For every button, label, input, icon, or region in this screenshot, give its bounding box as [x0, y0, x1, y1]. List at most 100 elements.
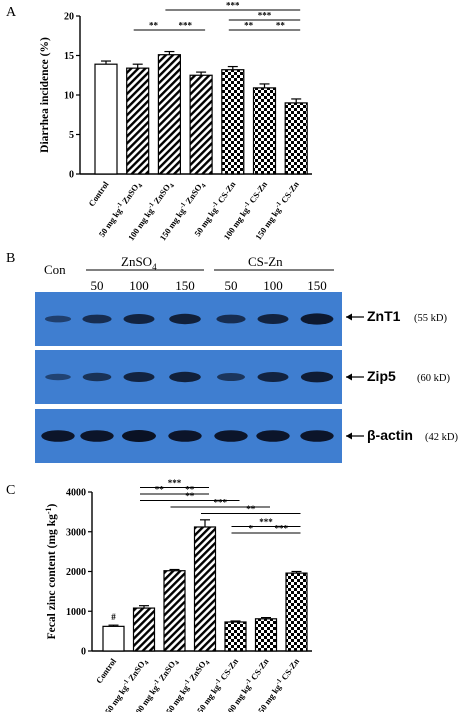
category-label-sub: 4	[204, 659, 212, 666]
blot-band	[80, 430, 114, 442]
category-label-sup: -1	[274, 678, 283, 686]
y-tick-label: 10	[64, 91, 74, 102]
y-tick-label: 0	[69, 170, 74, 181]
panel-c-letter: C	[6, 483, 15, 498]
category-label-main: 150 mg kg	[157, 205, 187, 242]
category-label-sup: -1	[121, 678, 130, 686]
bar-6	[285, 572, 308, 652]
significance-label: ***	[258, 11, 272, 21]
category-label-sup: -1	[274, 201, 283, 209]
blot-band	[44, 315, 72, 323]
y-tick-label: 2000	[66, 567, 86, 578]
blot-band	[257, 314, 289, 324]
category-label: Control	[94, 656, 119, 685]
category-label-sup: -1	[182, 678, 191, 686]
blot-group-cszn: CS-Zn	[248, 254, 283, 269]
blot-band	[300, 371, 334, 383]
blot-arrow-head	[346, 432, 352, 440]
y-tick-label: 4000	[66, 488, 86, 499]
category-label-sub: 4	[137, 182, 145, 189]
blot-band	[214, 430, 248, 442]
bar-6	[284, 102, 308, 175]
blot-kd-label: (60 kD)	[417, 373, 450, 384]
y-tick-label: 20	[64, 12, 74, 23]
y-axis-label: Fecal zinc content (mg kg-1)	[44, 503, 58, 639]
blot-band	[45, 373, 71, 381]
bar-4	[221, 69, 245, 175]
bar-2	[163, 570, 186, 652]
category-label-sub: 4	[143, 659, 151, 666]
y-tick-label: 3000	[66, 527, 86, 538]
category-label-main: 150 mg kg	[253, 205, 283, 242]
bar-3	[193, 526, 217, 652]
blot-band	[123, 314, 155, 324]
blot-dose-labels: 50 100 150 50 100 150	[91, 278, 327, 293]
blot-con-label: Con	[44, 262, 66, 277]
blot-dose-label: 150	[307, 278, 327, 293]
category-label-sup: -1	[244, 678, 253, 686]
category-label-suffix: CS-Zn	[278, 656, 301, 683]
significance-label: **	[244, 21, 254, 31]
y-axis-label: Diarrhea incidence (%)	[39, 37, 51, 153]
category-label-suffix: CS-Zn	[247, 656, 270, 683]
panel-b-letter: B	[6, 251, 15, 266]
blot-kd-label: (55 kD)	[414, 313, 447, 324]
significance-label: **	[185, 491, 195, 501]
category-label-main: 100 mg kg	[126, 205, 156, 242]
bar-3	[189, 74, 213, 175]
significance-label: **	[276, 21, 286, 31]
y-tick-label: 0	[81, 647, 86, 658]
blot-band	[300, 430, 334, 442]
category-label-sup: -1	[152, 678, 161, 686]
significance-label: *	[249, 524, 254, 534]
significance-label: ***	[226, 1, 240, 11]
y-axis-label-sup: -1	[44, 507, 53, 514]
significance-label: ***	[214, 498, 228, 508]
blot-dose-label: 100	[263, 278, 283, 293]
blot-group-znso4: ZnSO4	[121, 254, 157, 272]
blot-dose-label: 150	[175, 278, 195, 293]
blot-group-znso4-sub: 4	[152, 262, 157, 272]
bar-1	[132, 607, 156, 652]
blot-protein-label: β-actin	[367, 427, 413, 443]
blot-band	[82, 372, 112, 382]
blot-kd-label: (42 kD)	[425, 432, 458, 443]
significance-label: ***	[179, 21, 193, 31]
category-label-sub: 4	[200, 182, 208, 189]
bar-4	[224, 621, 247, 652]
y-tick-label: 15	[64, 51, 74, 62]
blot-dose-label: 100	[129, 278, 149, 293]
category-label-sup: -1	[211, 201, 220, 209]
significance-label: **	[246, 504, 256, 514]
significance-label: ***	[275, 524, 289, 534]
bar-1	[126, 67, 150, 175]
blot-rows: ZnT1 (55 kD) Zip5 (60 kD) β-actin (42 kD)	[35, 292, 458, 463]
category-label-sup: -1	[242, 201, 251, 209]
category-label-suffix: CS-Zn	[217, 656, 240, 683]
category-label-main: Control	[86, 179, 111, 208]
significance-label: **	[155, 485, 165, 495]
blot-band	[123, 372, 155, 382]
blot-band	[168, 430, 202, 442]
blot-dose-label: 50	[91, 278, 104, 293]
category-label-sup: -1	[147, 201, 156, 209]
category-label-main: Control	[94, 656, 119, 685]
blot-group-znso4-text: ZnSO	[121, 254, 152, 269]
significance-label: ***	[259, 517, 273, 527]
bar-5	[254, 618, 278, 652]
bar-2	[157, 54, 181, 175]
blot-band	[256, 430, 290, 442]
blot-band	[217, 373, 245, 381]
blot-band	[169, 313, 201, 325]
blot-band	[169, 371, 201, 383]
y-axis-label-text: Diarrhea incidence (%)	[39, 37, 51, 153]
y-tick-label: 1000	[66, 607, 86, 618]
y-axis-label-text: Fecal zinc content (mg kg	[46, 514, 58, 639]
bar-5	[252, 87, 277, 175]
significance-label: **	[185, 485, 195, 495]
y-axis-label-end: )	[46, 503, 58, 507]
category-label-sub: 4	[174, 659, 182, 666]
category-label-suffix: CS-Zn	[278, 179, 301, 206]
